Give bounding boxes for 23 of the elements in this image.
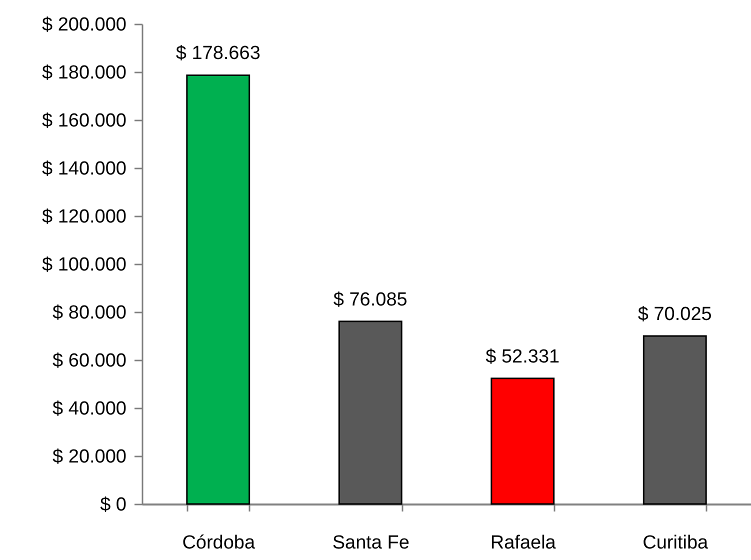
bar [642, 335, 707, 505]
y-tick-label: $ 160.000 [42, 110, 126, 132]
x-tick-label: Santa Fe [332, 532, 410, 554]
data-label: $ 76.085 [333, 289, 408, 310]
y-tick-label: $ 20.000 [52, 446, 126, 468]
bar [186, 74, 250, 505]
y-tick-label: $ 200.000 [42, 14, 126, 36]
bar [338, 320, 402, 505]
data-label: $ 70.025 [638, 304, 712, 325]
y-tick-label: $ 0 [100, 494, 126, 516]
bar [490, 378, 555, 505]
y-tick-label: $ 180.000 [42, 62, 126, 84]
data-label: $ 52.331 [486, 346, 560, 368]
y-tick-label: $ 60.000 [52, 350, 126, 372]
x-tick-label: Rafaela [490, 532, 556, 554]
y-tick-label: $ 40.000 [52, 398, 126, 420]
data-label: $ 178.663 [176, 43, 260, 64]
x-tick-label: Córdoba [182, 532, 256, 554]
y-tick-label: $ 120.000 [42, 206, 126, 228]
y-tick-label: $ 140.000 [42, 158, 126, 180]
y-tick-label: $ 100.000 [42, 254, 126, 276]
x-tick-label: Curitiba [642, 532, 709, 554]
y-tick-label: $ 80.000 [52, 302, 126, 324]
